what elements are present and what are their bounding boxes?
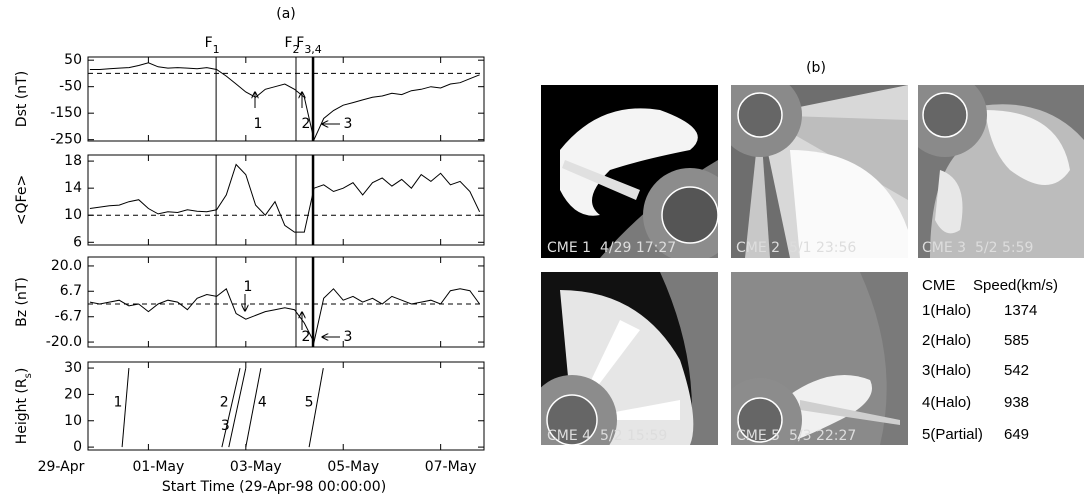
table-cell: 1374 <box>1004 302 1037 319</box>
y-tick-label: -20.0 <box>46 334 82 350</box>
x-tick-label: 05-May <box>327 459 379 475</box>
table-header: CME <box>922 277 955 294</box>
table-cell: 1(Halo) <box>922 302 971 319</box>
table-cell: 542 <box>1004 362 1029 379</box>
plot-frame <box>87 56 485 142</box>
panel-label: (b) <box>806 60 826 76</box>
plot-frame <box>87 154 485 246</box>
y-tick-label: 20 <box>64 386 82 402</box>
image-caption: CME 2 5/1 23:56 <box>736 240 856 256</box>
image-caption: CME 1 4/29 17:27 <box>547 240 676 256</box>
event-label-main: F <box>296 35 304 51</box>
coronagraph-image <box>541 85 718 258</box>
data-line <box>89 163 481 233</box>
x-tick-label: 07-May <box>425 459 477 475</box>
series-label: 3 <box>221 418 230 434</box>
event-label-sub: 3,4 <box>304 43 322 56</box>
y-axis-label-part: s <box>23 373 34 378</box>
y-tick-label: -250 <box>50 132 82 148</box>
y-tick-label: 18 <box>64 153 82 169</box>
event-label-main: F <box>284 35 292 51</box>
y-axis-label: Dst (nT) <box>14 71 30 127</box>
table-cell: 5(Partial) <box>922 426 983 443</box>
data-line <box>89 287 481 344</box>
y-tick-label: 14 <box>64 180 82 196</box>
y-tick-label: 10 <box>64 207 82 223</box>
annotation-label: 2 <box>302 329 311 345</box>
coronagraph-image <box>541 272 718 445</box>
y-tick-label: 30 <box>64 360 82 376</box>
table-cell: 2(Halo) <box>922 332 971 349</box>
image-caption: CME 3 5/2 5:59 <box>922 240 1033 256</box>
y-tick-label: 6 <box>73 234 82 250</box>
data-line <box>245 368 262 448</box>
y-tick-label: -150 <box>50 105 82 121</box>
data-line <box>121 368 130 448</box>
x-tick-label: 29-Apr <box>38 459 85 475</box>
image-caption: CME 5 5/3 22:27 <box>736 428 856 444</box>
y-tick-label: 0 <box>73 439 82 455</box>
data-line <box>89 62 480 142</box>
annotation-label: 1 <box>254 116 263 132</box>
table-header: Speed(km/s) <box>973 277 1058 294</box>
table-cell: 3(Halo) <box>922 362 971 379</box>
y-axis-label-part: ) <box>14 368 30 373</box>
coronagraph-image <box>918 85 1084 258</box>
y-tick-label: -6.7 <box>55 309 82 325</box>
series-label: 2 <box>220 394 229 410</box>
y-tick-label: 20.0 <box>51 258 82 274</box>
x-axis-label: Start Time (29-Apr-98 00:00:00) <box>162 479 386 495</box>
y-tick-label: 6.7 <box>60 283 82 299</box>
y-tick-label: 10 <box>64 413 82 429</box>
event-label: F1 <box>205 35 220 56</box>
table-cell: 649 <box>1004 426 1029 443</box>
coronagraph-image <box>731 85 908 258</box>
event-label: F3,4 <box>296 35 322 56</box>
y-axis-label-part: Height (R <box>14 378 30 444</box>
x-tick-label: 01-May <box>132 459 184 475</box>
annotation-label: 1 <box>244 279 253 295</box>
panel-label: (a) <box>276 6 296 22</box>
event-label-sub: 1 <box>213 43 220 56</box>
y-axis-label: Height (Rs) <box>14 368 34 445</box>
table-cell: 4(Halo) <box>922 394 971 411</box>
y-axis-label: Bz (nT) <box>14 277 30 327</box>
annotation-label: 2 <box>302 116 311 132</box>
data-line <box>228 367 247 448</box>
x-tick-label: 03-May <box>230 459 282 475</box>
table-cell: 938 <box>1004 394 1029 411</box>
plot-frame <box>87 361 485 451</box>
image-caption: CME 4 5/2 15:59 <box>547 428 667 444</box>
annotation-label: 3 <box>344 116 353 132</box>
series-label: 1 <box>113 394 122 410</box>
data-line <box>221 367 241 448</box>
series-label: 4 <box>258 394 267 410</box>
series-label: 5 <box>305 394 314 410</box>
y-axis-label: <QFe> <box>14 175 30 225</box>
data-line <box>308 368 324 448</box>
event-label: F2 <box>284 35 299 56</box>
plot-frame <box>87 256 485 348</box>
table-cell: 585 <box>1004 332 1029 349</box>
y-tick-label: -50 <box>59 79 82 95</box>
event-label-main: F <box>205 35 213 51</box>
y-tick-label: 50 <box>64 52 82 68</box>
annotation-label: 3 <box>344 329 353 345</box>
event-label-sub: 2 <box>293 43 300 56</box>
coronagraph-image <box>731 272 908 445</box>
